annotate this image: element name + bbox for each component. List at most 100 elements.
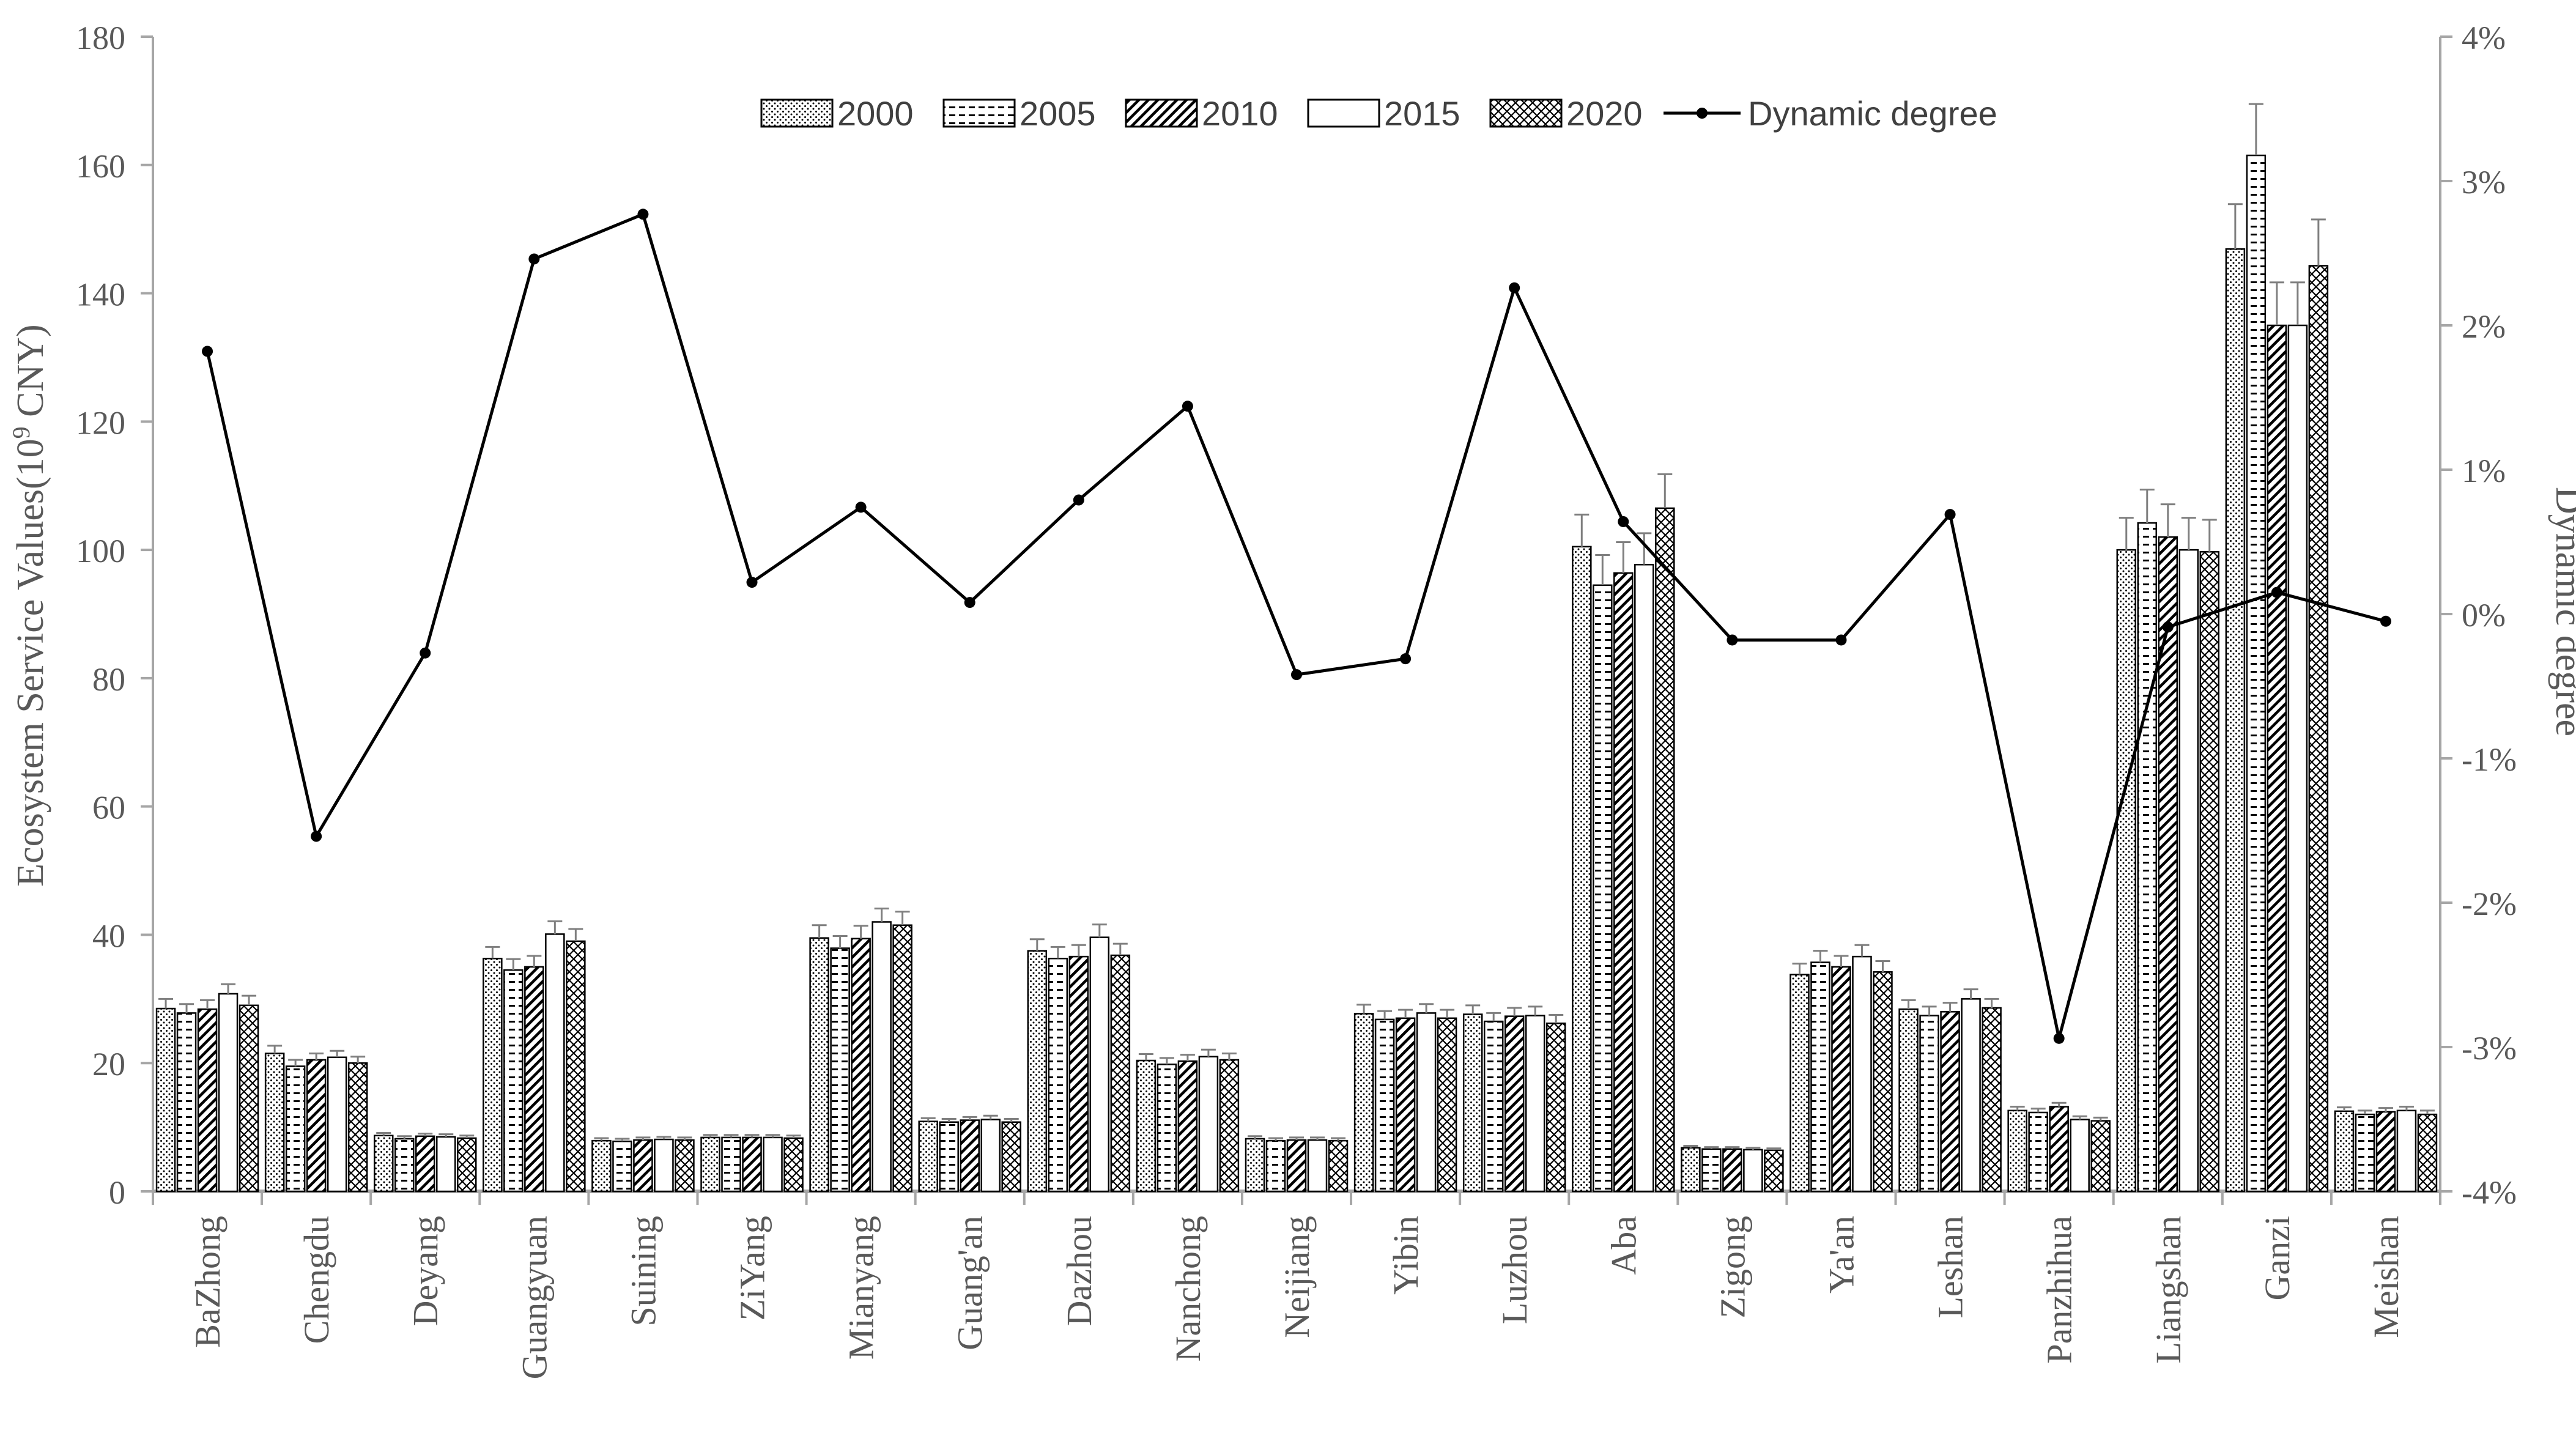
x-tick-label: Leshan	[1931, 1216, 1971, 1319]
bar	[483, 958, 503, 1193]
bar	[939, 1121, 959, 1193]
bar	[1572, 546, 1592, 1193]
bar	[763, 1136, 783, 1193]
bar	[783, 1137, 804, 1193]
y-tick-label: 120	[76, 404, 125, 441]
x-tick-label: Liangshan	[2149, 1216, 2188, 1364]
bar	[2334, 1110, 2355, 1193]
dynamic-degree-point	[2053, 1032, 2065, 1044]
bar	[1681, 1147, 1701, 1193]
bar	[306, 1059, 327, 1193]
dynamic-degree-point	[1400, 653, 1412, 665]
bar	[612, 1140, 632, 1193]
legend-label: 2020	[1566, 94, 1643, 133]
dynamic-degree-point	[1835, 634, 1847, 646]
bar	[1873, 971, 1893, 1193]
bar	[545, 933, 565, 1193]
bar	[1286, 1139, 1307, 1193]
legend-label: 2015	[1384, 94, 1460, 133]
bar	[1722, 1148, 1742, 1193]
bar	[566, 940, 586, 1193]
dynamic-degree-polyline	[205, 212, 2386, 1040]
y2-tick-label: -3%	[2462, 1030, 2517, 1067]
x-tick-label: Mianyang	[842, 1216, 881, 1360]
y2-tick-label: 3%	[2462, 164, 2506, 201]
bar	[1525, 1015, 1545, 1193]
bar	[830, 947, 850, 1193]
bar	[1919, 1015, 1939, 1193]
y-tick-label: 140	[76, 276, 125, 313]
bar	[1940, 1011, 1960, 1193]
bar	[851, 938, 871, 1193]
dynamic-degree-point	[1727, 634, 1738, 646]
bar	[394, 1138, 415, 1193]
bar	[1483, 1020, 1504, 1193]
dynamic-degree-point	[1944, 509, 1956, 520]
bar	[591, 1139, 612, 1193]
dynamic-degree-point	[637, 209, 649, 220]
x-tick-label: Yibin	[1386, 1216, 1426, 1295]
dynamic-degree-point	[420, 647, 431, 659]
bar	[503, 969, 524, 1193]
bar	[1328, 1139, 1349, 1193]
bar	[2007, 1109, 2027, 1193]
y-tick-label: 40	[92, 917, 125, 954]
bar	[285, 1065, 306, 1193]
bar	[1353, 1013, 1374, 1193]
bar	[2396, 1109, 2417, 1193]
dynamic-degree-point	[1073, 494, 1084, 506]
y-tick-label: 80	[92, 661, 125, 698]
dynamic-degree-point	[964, 597, 975, 609]
bar	[1027, 950, 1048, 1193]
x-tick-label: Meishan	[2366, 1216, 2406, 1338]
axes: 0 20 40 60 80 100 120 140 160 180 -4% -3% -2% -1% 0% 1%…	[76, 20, 2517, 1379]
y2-tick-label: -1%	[2462, 741, 2517, 778]
y-tick-label: 160	[76, 148, 125, 185]
bar	[2070, 1119, 2090, 1193]
bar	[892, 924, 912, 1193]
bar	[1136, 1059, 1157, 1193]
x-tick-label: Deyang	[405, 1216, 445, 1326]
bar	[264, 1053, 285, 1193]
legend-swatch-2020	[1489, 98, 1563, 128]
dynamic-degree-point	[2380, 615, 2391, 627]
bar	[2308, 265, 2329, 1193]
bar	[2417, 1113, 2438, 1193]
bar	[872, 921, 892, 1193]
bar	[347, 1062, 368, 1193]
bar	[2137, 522, 2158, 1193]
x-tick-label: Guang'an	[950, 1216, 990, 1350]
bar	[980, 1119, 1001, 1193]
x-tick-label: ZiYang	[733, 1216, 772, 1320]
bar	[2225, 248, 2246, 1193]
bar	[1307, 1139, 1328, 1193]
legend-swatch-2000	[760, 98, 834, 128]
bar	[456, 1137, 477, 1193]
legend-swatch-2010	[1125, 98, 1198, 128]
bar	[1177, 1060, 1198, 1193]
bar	[918, 1120, 938, 1193]
dynamic-degree-point	[202, 346, 213, 357]
bar	[415, 1135, 435, 1193]
bar	[1701, 1148, 1722, 1193]
dynamic-degree-point	[1182, 401, 1193, 412]
bar	[633, 1139, 653, 1193]
bar	[218, 993, 239, 1193]
dynamic-degree-point	[1618, 516, 1629, 527]
bar	[1157, 1064, 1177, 1193]
dynamic-degree-point	[311, 831, 322, 842]
x-tick-label: Suining	[623, 1216, 663, 1327]
bar	[373, 1134, 394, 1193]
x-tick-label: Nanchong	[1168, 1216, 1208, 1361]
y2-tick-label: -4%	[2462, 1174, 2517, 1211]
bar	[239, 1004, 259, 1193]
legend-label: 2005	[1020, 94, 1096, 133]
y2-tick-label: 0%	[2462, 597, 2506, 634]
bar	[1898, 1008, 1919, 1193]
bar	[1245, 1138, 1265, 1193]
y-tick-label: 100	[76, 533, 125, 569]
bar	[1961, 998, 1981, 1193]
bar	[1089, 936, 1110, 1193]
bar	[1655, 507, 1675, 1193]
